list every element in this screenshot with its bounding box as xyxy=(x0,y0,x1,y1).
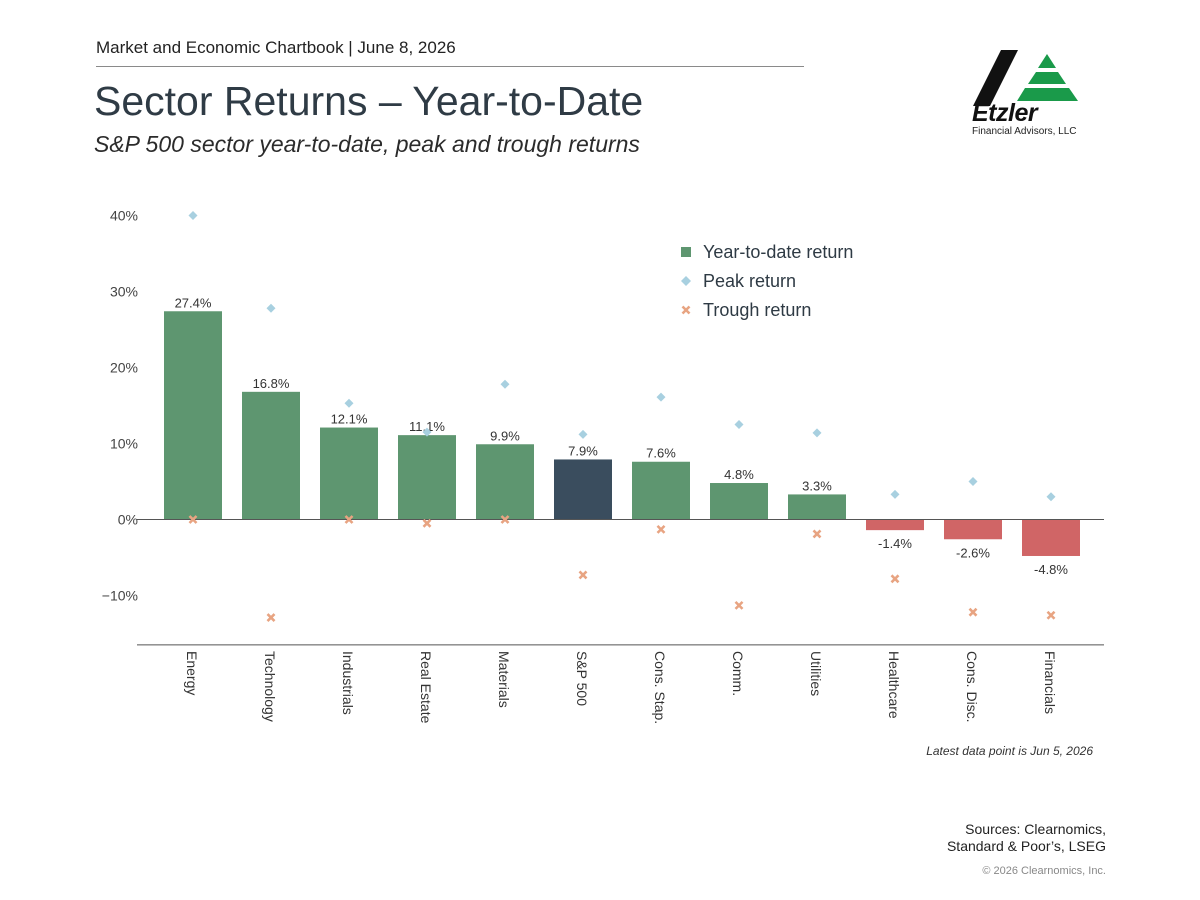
category-label: Technology xyxy=(262,651,278,722)
peak-marker xyxy=(344,398,354,408)
bar-energy xyxy=(164,311,222,520)
bar-value-label: 3.3% xyxy=(802,478,832,493)
logo-subtitle: Financial Advisors, LLC xyxy=(972,126,1077,137)
trough-marker xyxy=(344,515,354,524)
trough-marker xyxy=(812,529,822,539)
bar-cons-stap- xyxy=(632,461,690,520)
trough-marker xyxy=(422,518,432,528)
peak-marker xyxy=(890,489,900,499)
bar-healthcare xyxy=(866,519,924,531)
trough-marker xyxy=(968,607,978,617)
bar-financials xyxy=(1022,519,1080,556)
bar-real-estate xyxy=(398,435,456,520)
category-label: Industrials xyxy=(340,651,356,715)
bar-value-label: 11.1% xyxy=(409,419,445,434)
y-tick-label: 0% xyxy=(118,512,138,528)
bar-value-label: 12.1% xyxy=(331,412,368,427)
header-divider xyxy=(96,66,804,67)
category-label: Cons. Stap. xyxy=(652,651,668,724)
page-subtitle: S&P 500 sector year-to-date, peak and tr… xyxy=(94,131,640,157)
y-tick-label: 20% xyxy=(110,360,138,376)
legend-label-peak: Peak return xyxy=(703,271,796,291)
bar-s-p-500 xyxy=(554,459,612,520)
bar-value-label: 7.9% xyxy=(568,443,598,458)
category-label: Energy xyxy=(184,651,200,695)
bar-comm- xyxy=(710,483,768,520)
legend-peak-swatch xyxy=(681,276,691,286)
page-title: Sector Returns – Year-to-Date xyxy=(94,78,644,124)
chartbook-header: Market and Economic Chartbook | June 8, … xyxy=(96,38,456,57)
latest-data-note: Latest data point is Jun 5, 2026 xyxy=(926,744,1093,758)
bar-value-label: 9.9% xyxy=(490,428,520,443)
peak-marker xyxy=(1046,492,1056,502)
trough-marker xyxy=(500,515,510,524)
category-label: Healthcare xyxy=(886,651,902,719)
trough-marker xyxy=(656,524,666,534)
y-tick-label: 40% xyxy=(110,208,138,224)
y-tick-label: 10% xyxy=(110,436,138,452)
bar-value-label: 27.4% xyxy=(175,295,212,310)
trough-marker xyxy=(578,570,588,580)
trough-marker xyxy=(890,574,900,584)
legend-label-ytd: Year-to-date return xyxy=(703,242,853,262)
category-label: Comm. xyxy=(730,651,746,696)
trough-marker xyxy=(188,515,198,524)
bar-cons-disc- xyxy=(944,519,1002,540)
y-tick-label: 30% xyxy=(110,284,138,300)
category-label: Real Estate xyxy=(418,651,434,724)
peak-marker xyxy=(578,429,588,439)
bar-value-label: -2.6% xyxy=(956,545,990,560)
peak-marker xyxy=(812,428,822,438)
category-label: Cons. Disc. xyxy=(964,651,980,723)
legend-trough-swatch xyxy=(681,305,691,315)
peak-marker xyxy=(734,420,744,429)
sources-text: Sources: Clearnomics, Standard & Poor’s,… xyxy=(946,821,1106,854)
category-label: Financials xyxy=(1042,651,1058,714)
category-label: S&P 500 xyxy=(574,651,590,706)
peak-marker xyxy=(656,392,666,402)
copyright-text: © 2026 Clearnomics, Inc. xyxy=(982,865,1106,877)
logo-slash-shape xyxy=(973,50,1018,106)
trough-marker xyxy=(1046,610,1056,620)
peak-marker xyxy=(188,211,198,220)
bar-value-label: 4.8% xyxy=(724,467,754,482)
peak-marker xyxy=(266,303,276,313)
peak-marker xyxy=(968,477,978,486)
bar-value-label: -1.4% xyxy=(878,536,912,551)
bar-value-label: -4.8% xyxy=(1034,562,1068,577)
legend-bar-swatch xyxy=(681,247,691,257)
logo-triangle-top xyxy=(1038,54,1056,68)
bar-utilities xyxy=(788,494,846,520)
bar-value-label: 7.6% xyxy=(646,446,676,461)
logo-triangle-middle xyxy=(1028,72,1066,84)
y-tick-label: −10% xyxy=(102,588,138,604)
logo-name: Etzler xyxy=(972,99,1038,127)
bar-materials xyxy=(476,444,534,520)
company-logo xyxy=(973,50,1078,106)
bar-technology xyxy=(242,391,300,520)
trough-marker xyxy=(266,613,276,622)
bar-industrials xyxy=(320,427,378,520)
bar-value-label: 16.8% xyxy=(253,376,290,391)
peak-marker xyxy=(422,427,432,437)
logo-triangle-bottom xyxy=(1017,88,1078,101)
legend-label-trough: Trough return xyxy=(703,300,811,320)
peak-marker xyxy=(500,379,510,389)
trough-marker xyxy=(734,600,744,610)
category-label: Materials xyxy=(496,651,512,708)
category-label: Utilities xyxy=(808,651,824,696)
